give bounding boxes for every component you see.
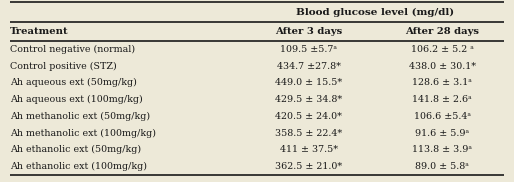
Text: 449.0 ± 15.5*: 449.0 ± 15.5*: [275, 78, 342, 87]
Text: 141.8 ± 2.6ᵃ: 141.8 ± 2.6ᵃ: [412, 95, 472, 104]
Text: 106.6 ±5.4ᵃ: 106.6 ±5.4ᵃ: [414, 112, 471, 121]
Text: 438.0 ± 30.1*: 438.0 ± 30.1*: [409, 62, 475, 71]
Text: 106.2 ± 5.2 ᵃ: 106.2 ± 5.2 ᵃ: [411, 45, 473, 54]
Text: Ah ethanolic ext (100mg/kg): Ah ethanolic ext (100mg/kg): [10, 162, 147, 171]
Text: 113.8 ± 3.9ᵃ: 113.8 ± 3.9ᵃ: [412, 145, 472, 154]
Text: 89.0 ± 5.8ᵃ: 89.0 ± 5.8ᵃ: [415, 162, 469, 171]
Text: 128.6 ± 3.1ᵃ: 128.6 ± 3.1ᵃ: [412, 78, 472, 87]
Text: 91.6 ± 5.9ᵃ: 91.6 ± 5.9ᵃ: [415, 128, 469, 137]
Text: 434.7 ±27.8*: 434.7 ±27.8*: [277, 62, 341, 71]
Text: Control positive (STZ): Control positive (STZ): [10, 62, 117, 71]
Text: After 3 days: After 3 days: [275, 27, 342, 36]
Text: Ah methanolic ext (100mg/kg): Ah methanolic ext (100mg/kg): [10, 128, 156, 138]
Text: Ah methanolic ext (50mg/kg): Ah methanolic ext (50mg/kg): [10, 112, 150, 121]
Text: Blood glucose level (mg/dl): Blood glucose level (mg/dl): [296, 7, 454, 17]
Text: Ah aqueous ext (100mg/kg): Ah aqueous ext (100mg/kg): [10, 95, 143, 104]
Text: Control negative (normal): Control negative (normal): [10, 45, 135, 54]
Text: 429.5 ± 34.8*: 429.5 ± 34.8*: [275, 95, 342, 104]
Text: After 28 days: After 28 days: [405, 27, 479, 36]
Text: 362.5 ± 21.0*: 362.5 ± 21.0*: [275, 162, 342, 171]
Text: 109.5 ±5.7ᵃ: 109.5 ±5.7ᵃ: [280, 45, 337, 54]
Text: Ah ethanolic ext (50mg/kg): Ah ethanolic ext (50mg/kg): [10, 145, 141, 154]
Text: 420.5 ± 24.0*: 420.5 ± 24.0*: [275, 112, 342, 121]
Text: 358.5 ± 22.4*: 358.5 ± 22.4*: [275, 128, 342, 137]
Text: 411 ± 37.5*: 411 ± 37.5*: [280, 145, 338, 154]
Text: Ah aqueous ext (50mg/kg): Ah aqueous ext (50mg/kg): [10, 78, 137, 87]
Text: Treatment: Treatment: [10, 27, 69, 36]
